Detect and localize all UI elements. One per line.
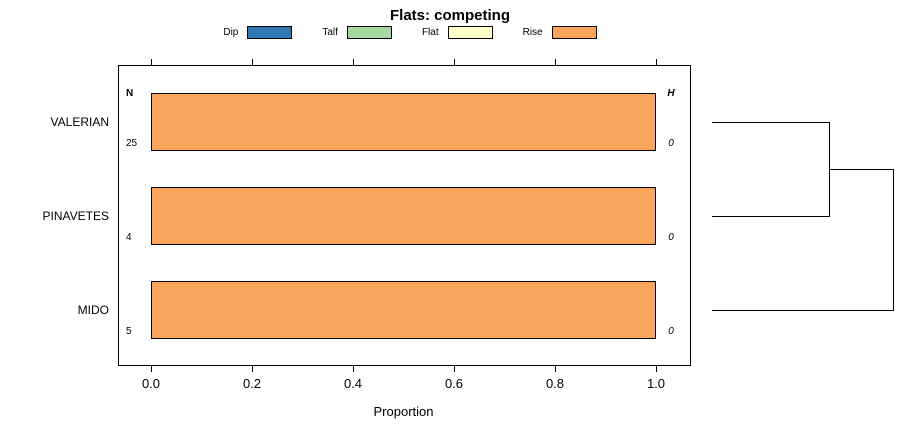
legend: Dip Talf Flat Rise [0, 26, 820, 39]
x-axis-tick [656, 366, 657, 372]
x-axis-tick-label: 0.6 [444, 376, 464, 391]
bar-mido [151, 281, 656, 339]
legend-item-flat: Flat [422, 26, 493, 39]
x-axis-tick-label: 1.0 [646, 376, 666, 391]
x-axis-tick [353, 59, 354, 65]
chart-title: Flats: competing [389, 7, 510, 24]
dendrogram-leaf-pinavetes [712, 216, 829, 217]
x-axis-tick-label: 0.2 [242, 376, 262, 391]
x-axis-tick [555, 59, 556, 65]
legend-swatch-flat [447, 26, 493, 39]
dendrogram-merge1-branch [829, 169, 893, 170]
legend-label-talf: Talf [322, 27, 338, 38]
x-axis-tick [252, 366, 253, 372]
x-axis-tick [252, 59, 253, 65]
legend-item-rise: Rise [523, 26, 597, 39]
bar-segment-rise [151, 93, 656, 151]
x-axis-tick-label: 0.4 [343, 376, 363, 391]
dendrogram-merge2-vertical [893, 169, 894, 311]
h-column-header: H [667, 88, 675, 99]
n-column-header: N [126, 88, 134, 99]
legend-label-flat: Flat [421, 27, 439, 38]
x-axis-title: Proportion [373, 404, 434, 419]
y-label-pinavetes: PINAVETES [42, 209, 109, 223]
legend-label-rise: Rise [522, 27, 543, 38]
bar-segment-rise [151, 281, 656, 339]
legend-swatch-dip [247, 26, 293, 39]
plot-frame: N H 25 4 5 0 0 0 [118, 65, 691, 366]
bar-pinavetes [151, 187, 656, 245]
x-axis-tick [555, 366, 556, 372]
dendrogram-leaf-valerian [712, 122, 829, 123]
n-value-valerian: 25 [126, 138, 138, 149]
x-axis-tick [151, 59, 152, 65]
h-value-mido: 0 [668, 326, 674, 337]
x-axis-tick [353, 366, 354, 372]
n-value-mido: 5 [126, 326, 132, 337]
legend-swatch-rise [551, 26, 597, 39]
x-axis-tick [151, 366, 152, 372]
legend-item-talf: Talf [322, 26, 392, 39]
x-axis-tick [454, 366, 455, 372]
x-axis-tick [454, 59, 455, 65]
x-axis-tick [656, 59, 657, 65]
legend-item-dip: Dip [223, 26, 293, 39]
x-axis-tick-label: 0.8 [545, 376, 565, 391]
h-value-valerian: 0 [668, 138, 674, 149]
y-label-mido: MIDO [77, 303, 109, 317]
y-label-valerian: VALERIAN [50, 115, 109, 129]
legend-swatch-talf [346, 26, 392, 39]
bar-valerian [151, 93, 656, 151]
n-value-pinavetes: 4 [126, 232, 132, 243]
x-axis-tick-label: 0.0 [141, 376, 161, 391]
bar-segment-rise [151, 187, 656, 245]
legend-label-dip: Dip [223, 27, 239, 38]
dendrogram-leaf-mido [712, 310, 893, 311]
h-value-pinavetes: 0 [668, 232, 674, 243]
